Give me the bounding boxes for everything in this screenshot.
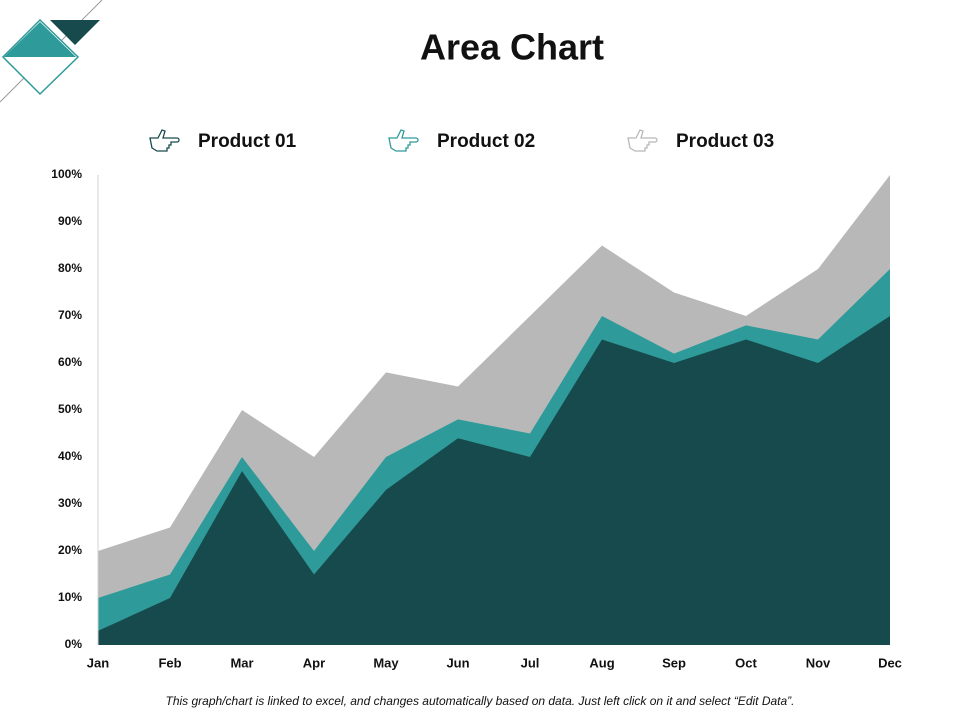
corner-decoration [0,0,103,103]
y-tick-label: 100% [51,167,82,181]
y-tick-label: 90% [58,214,82,228]
x-tick-label: Jul [521,655,540,670]
y-tick-label: 0% [65,637,83,651]
y-tick-label: 40% [58,449,82,463]
legend-icon [149,129,180,152]
legend-label: Product 03 [676,131,774,152]
y-tick-label: 30% [58,496,82,510]
y-tick-label: 80% [58,261,82,275]
legend-label: Product 01 [198,131,297,152]
chart-title: Area Chart [420,27,604,68]
y-tick-label: 20% [58,543,82,557]
x-tick-label: Jun [446,655,469,670]
x-tick-label: Oct [735,655,757,670]
footnote: This graph/chart is linked to excel, and… [166,694,795,708]
decor-diamond-fill [4,22,76,57]
x-tick-label: Jan [87,655,109,670]
legend-label: Product 02 [437,131,535,152]
x-tick-label: Sep [662,655,686,670]
x-tick-label: Mar [230,655,253,670]
x-tick-label: May [373,655,399,670]
decor-triangle [50,20,100,45]
area [98,316,890,645]
x-tick-label: Apr [303,655,325,670]
x-tick-label: Aug [589,655,614,670]
y-tick-label: 60% [58,355,82,369]
x-tick-label: Feb [158,655,181,670]
y-tick-label: 50% [58,402,82,416]
y-tick-label: 10% [58,590,82,604]
legend-icon [388,129,419,152]
legend-icon [627,129,658,152]
x-tick-label: Nov [806,655,831,670]
x-tick-label: Dec [878,655,902,670]
y-tick-label: 70% [58,308,82,322]
